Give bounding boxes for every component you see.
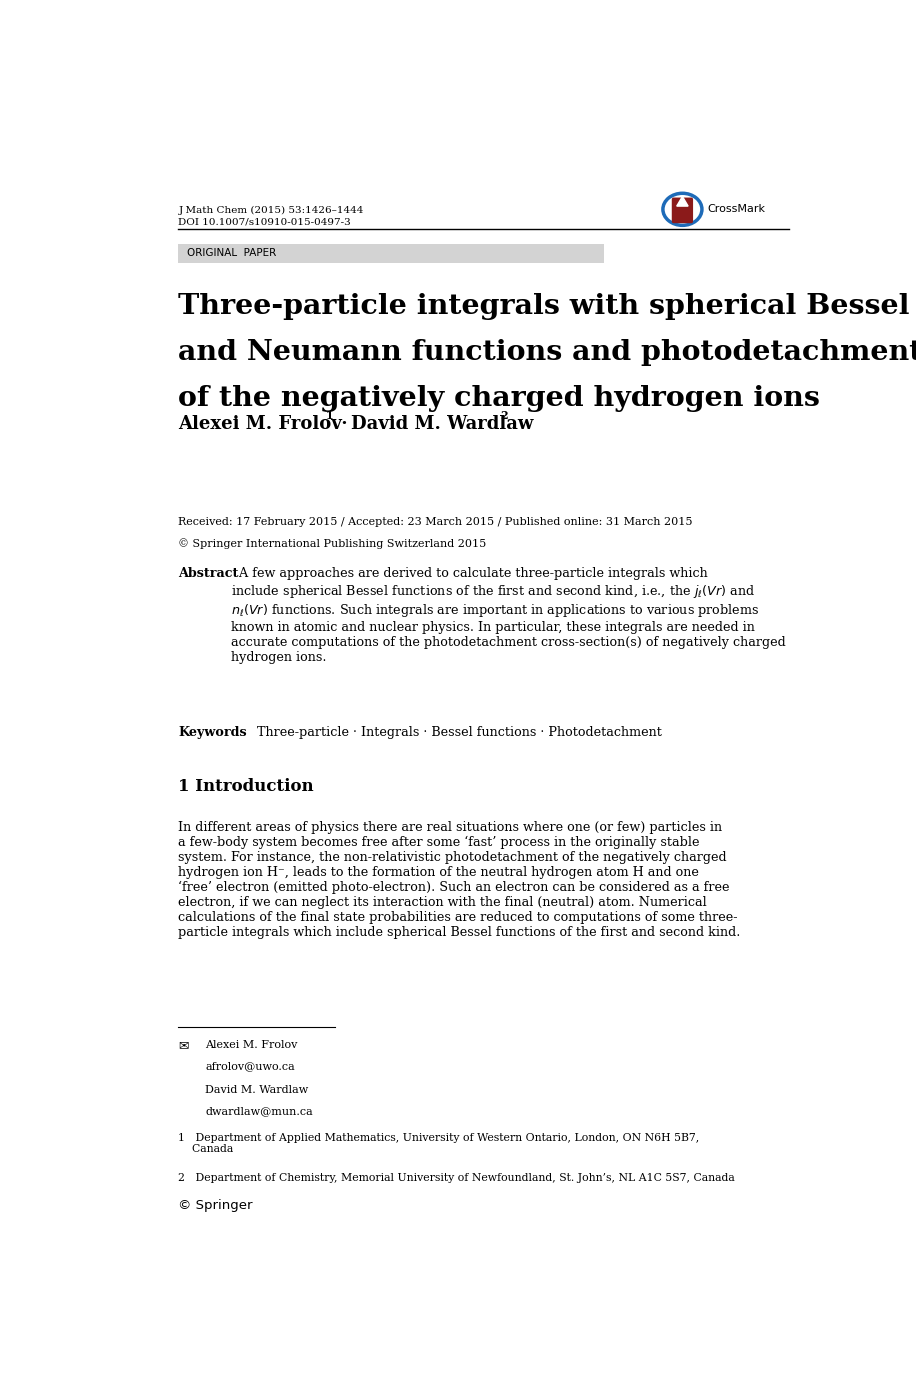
Text: of the negatively charged hydrogen ions: of the negatively charged hydrogen ions [179,384,820,412]
Text: 2   Department of Chemistry, Memorial University of Newfoundland, St. John’s, NL: 2 Department of Chemistry, Memorial Univ… [179,1173,736,1184]
Text: 2: 2 [500,411,507,421]
Text: dwardlaw@mun.ca: dwardlaw@mun.ca [205,1106,313,1116]
Text: Alexei M. Frolov: Alexei M. Frolov [179,415,343,433]
Text: DOI 10.1007/s10910-015-0497-3: DOI 10.1007/s10910-015-0497-3 [179,218,351,226]
Text: © Springer International Publishing Switzerland 2015: © Springer International Publishing Swit… [179,539,486,550]
Bar [179,243,605,262]
Text: CrossMark: CrossMark [707,204,765,214]
Polygon shape [677,197,688,205]
Text: In different areas of physics there are real situations where one (or few) parti: In different areas of physics there are … [179,820,741,940]
Text: Received: 17 February 2015 / Accepted: 23 March 2015 / Published online: 31 Marc: Received: 17 February 2015 / Accepted: 2… [179,518,692,527]
Text: Three-particle integrals with spherical Bessel: Three-particle integrals with spherical … [179,293,910,319]
Text: David M. Wardlaw: David M. Wardlaw [205,1084,309,1095]
Text: Alexei M. Frolov: Alexei M. Frolov [205,1040,298,1049]
Text: afrolov@uwo.ca: afrolov@uwo.ca [205,1060,295,1072]
Text: David M. Wardlaw: David M. Wardlaw [351,415,533,433]
Text: J Math Chem (2015) 53:1426–1444: J Math Chem (2015) 53:1426–1444 [179,205,364,215]
Text: 1 Introduction: 1 Introduction [179,777,314,795]
Text: 1   Department of Applied Mathematics, University of Western Ontario, London, ON: 1 Department of Applied Mathematics, Uni… [179,1133,700,1155]
Text: and Neumann functions and photodetachment: and Neumann functions and photodetachmen… [179,339,916,365]
FancyBboxPatch shape [671,197,693,223]
Text: ✉: ✉ [179,1040,189,1052]
Text: Keywords: Keywords [179,726,247,738]
Text: Abstract: Abstract [179,568,239,580]
Text: A few approaches are derived to calculate three-particle integrals which
include: A few approaches are derived to calculat… [231,568,786,663]
Text: ORIGINAL  PAPER: ORIGINAL PAPER [187,248,276,258]
Text: © Springer: © Springer [179,1199,253,1212]
Text: 1: 1 [326,411,333,421]
Text: ·: · [334,415,354,433]
Text: Three-particle · Integrals · Bessel functions · Photodetachment: Three-particle · Integrals · Bessel func… [245,726,662,738]
